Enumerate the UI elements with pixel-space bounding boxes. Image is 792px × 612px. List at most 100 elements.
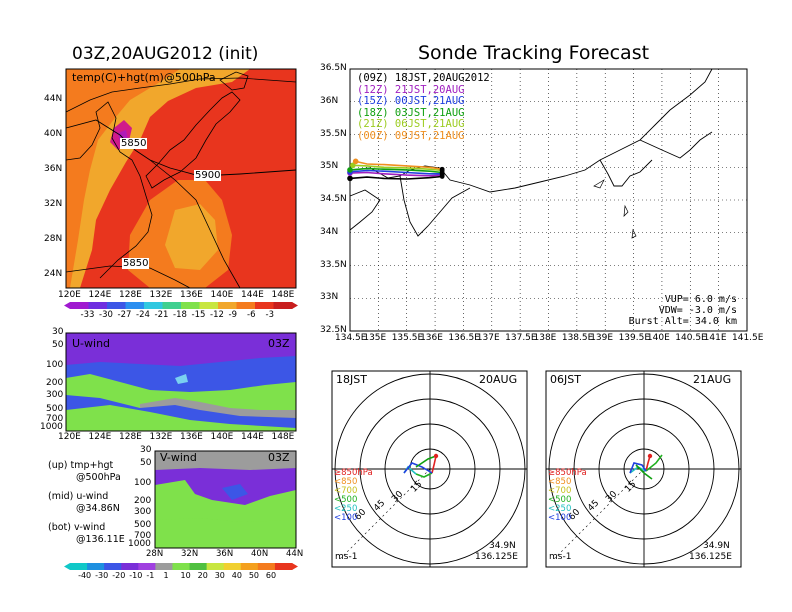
- hodograph-lon: 136.125E: [689, 552, 732, 562]
- wind-colorbar-label: -30: [95, 571, 109, 580]
- island-3: [593, 179, 605, 189]
- v-wind-frame: [154, 450, 297, 549]
- sonde-lat-tick: 34N: [320, 226, 339, 237]
- sonde-map: [347, 68, 748, 332]
- wind-colorbar-swatch: [87, 563, 105, 570]
- note-up-line2: @500hPa: [76, 472, 121, 483]
- u-lon-tick: 132E: [149, 432, 173, 442]
- temp-lat-tick: 24N: [44, 269, 63, 279]
- u-lon-tick: 136E: [180, 432, 203, 442]
- temp-colorbar-swatch: [273, 302, 293, 309]
- sonde-lon-tick: 134.5E: [335, 333, 367, 343]
- wind-colorbar-label: -1: [146, 571, 155, 580]
- contour-label-3: 5850: [122, 258, 150, 269]
- height-contour-4: [65, 265, 191, 289]
- hodograph-unit: ms-1: [549, 552, 572, 562]
- u-lon-tick: 140E: [210, 432, 234, 442]
- note-up-line1: (up) tmp+hgt: [48, 460, 114, 471]
- temp-colorbar-label: -24: [136, 310, 150, 320]
- u-pressure-tick: 500: [46, 404, 64, 414]
- temp-lon-tick: 140E: [210, 290, 234, 300]
- wind-colorbar-swatch: [121, 563, 139, 570]
- u-lon-tick: 144E: [241, 432, 264, 442]
- hodograph-date: 21AUG: [693, 373, 732, 386]
- wind-colorbar-swatch: [189, 563, 208, 570]
- sonde-landing-point: [347, 175, 353, 182]
- u-lon-tick: 124E: [88, 432, 112, 442]
- wind-colorbar-label: 60: [265, 571, 277, 580]
- hodograph-legend-entry: <250: [334, 504, 358, 514]
- note-mid-line1: (mid) u-wind: [48, 491, 109, 502]
- note-mid-line2: @34.86N: [76, 503, 120, 514]
- sonde-landing-point: [350, 162, 356, 169]
- v-pressure-tick: 1000: [128, 539, 151, 549]
- sonde-legend-entry: (18Z) 03JST,21AUG: [357, 106, 465, 119]
- temp-region-orange-light: [66, 69, 250, 288]
- sonde-lon-tick: 135E: [363, 333, 387, 343]
- temp-colorbar-label: -3: [265, 310, 274, 320]
- sonde-legend-entry: (21Z) 06JST,21AUG: [357, 118, 465, 130]
- wind-colorbar-swatch: [155, 563, 173, 570]
- temp-map-label: temp(C)+hgt(m)@500hPa: [72, 71, 216, 84]
- v-pressure-tick: 30: [140, 445, 152, 455]
- sonde-lon-tick: 137E: [476, 333, 500, 343]
- u-lon-tick: 128E: [119, 432, 142, 442]
- v-wind-panel: [154, 450, 297, 549]
- hodograph-legend-entry: <100: [334, 513, 358, 523]
- hodograph-legend-entry: <850: [548, 477, 572, 487]
- sonde-legend-entry: (15Z) 00JST,21AUG: [357, 95, 465, 107]
- sonde-lon-tick: 139.5E: [618, 333, 651, 343]
- sonde-title: Sonde Tracking Forecast: [418, 42, 650, 64]
- temp-map-frame: [65, 68, 297, 289]
- temp-lon-tick: 132E: [149, 290, 173, 300]
- sonde-track: [349, 175, 443, 180]
- v-pressure-tick: 500: [134, 520, 152, 530]
- wind-colorbar-label: 30: [214, 571, 225, 580]
- sonde-lon-tick: 140.5E: [675, 333, 707, 343]
- sonde-map-frame: [349, 68, 748, 332]
- v-pressure-tick: 200: [134, 496, 152, 506]
- sonde-legend-entry: (12Z) 21JST,20AUG: [357, 83, 465, 96]
- wind-colorbar-label: 40: [231, 571, 242, 580]
- u-pressure-tick: 50: [52, 340, 64, 350]
- temp-colorbar-label: -12: [210, 310, 224, 320]
- v-pressure-tick: 50: [140, 458, 152, 468]
- wind-colorbar-swatch: [172, 563, 191, 570]
- temp-colorbar-swatch: [144, 302, 163, 309]
- hodograph-lat: 34.9N: [489, 541, 516, 551]
- temp-region-orange-core: [165, 204, 218, 270]
- temp-colorbar-label: -15: [191, 310, 206, 320]
- hodograph-lon: 136.125E: [475, 552, 518, 562]
- height-contour-3: [149, 159, 241, 289]
- temp-lat-tick: 40N: [44, 129, 63, 139]
- note-bot: (bot) v-wind @136.11E: [48, 522, 125, 546]
- hodograph-legend-entry: <250: [548, 504, 572, 514]
- v-wind-blue-spot: [222, 484, 248, 500]
- sonde-legend-entry: (09Z) 18JST,20AUG2012: [357, 72, 490, 84]
- temp-lon-tick: 124E: [88, 290, 112, 300]
- temp-colorbar-label: -9: [228, 310, 237, 320]
- hodograph-unit: ms-1: [335, 552, 358, 562]
- note-bot-line1: (bot) v-wind: [48, 522, 106, 533]
- wind-colorbar: [64, 563, 298, 570]
- v-pressure-tick: 100: [134, 478, 152, 488]
- sonde-lon-tick: 139E: [590, 333, 614, 343]
- wind-colorbar-arrow-left: [64, 563, 70, 570]
- sonde-lat-tick: 33N: [320, 292, 339, 303]
- temp-colorbar-swatch: [218, 302, 237, 309]
- sonde-track: [349, 169, 443, 175]
- temp-lon-tick: 128E: [119, 290, 142, 300]
- sonde-lat-tick: 32.5N: [320, 325, 347, 335]
- temp-colorbar-swatch: [162, 302, 182, 309]
- hodograph-trace: [635, 464, 653, 480]
- temp-colorbar: [64, 302, 298, 309]
- hodograph-trace: [645, 455, 651, 472]
- note-up: (up) tmp+hgt @500hPa: [48, 460, 121, 484]
- sonde-tracks: [347, 158, 445, 182]
- v-lat-tick: 28N: [146, 549, 164, 559]
- u-wind-panel: [65, 332, 297, 432]
- v-pressure-tick: 700: [134, 531, 152, 541]
- contour-label-2: 5900: [194, 170, 222, 181]
- wind-colorbar-swatch: [274, 563, 293, 570]
- wind-colorbar-label: -40: [78, 571, 92, 580]
